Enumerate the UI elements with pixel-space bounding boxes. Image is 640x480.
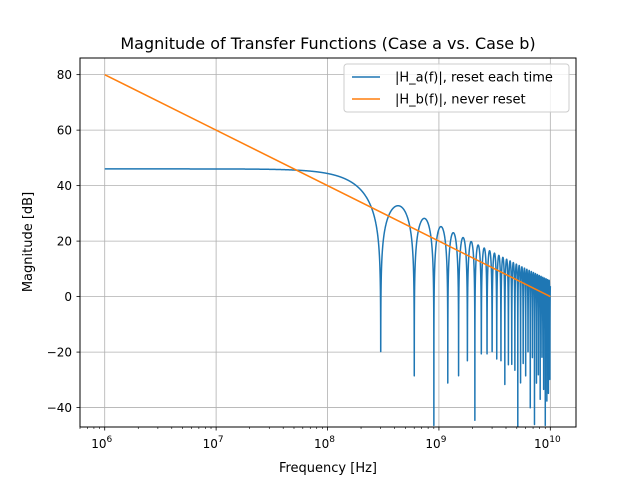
x-tick-label: 109 [425,435,446,451]
legend-label: |H_a(f)|, reset each time [395,71,553,86]
x-tick-base: 10 [534,437,549,451]
x-tick-exponent: 8 [329,435,335,445]
y-tick-label: 0 [64,290,72,304]
x-tick-base: 10 [203,437,218,451]
x-tick-base: 10 [314,437,329,451]
x-tick-base: 10 [425,437,440,451]
legend-label: |H_b(f)|, never reset [395,93,526,108]
x-tick-label: 108 [314,435,335,451]
x-tick-exponent: 9 [441,435,447,445]
y-tick-label: 20 [57,235,72,249]
x-tick-base: 10 [91,437,106,451]
y-tick-label: −20 [47,346,72,360]
x-tick-exponent: 6 [106,435,112,445]
x-tick-label: 106 [91,435,112,451]
y-axis-label: Magnitude [dB] [21,192,36,292]
chart-title: Magnitude of Transfer Functions (Case a … [120,34,535,53]
y-tick-label: 40 [57,179,72,193]
x-tick-label: 107 [203,435,224,451]
series-line-h-b [104,73,551,298]
gridlines [80,58,576,427]
x-tick-label: 1010 [534,435,561,451]
y-tick-label: −40 [47,401,72,415]
plot-frame [79,57,577,428]
legend: |H_a(f)|, reset each time |H_b(f)|, never… [343,63,570,113]
y-tick-label: 80 [57,68,72,82]
legend-box [343,63,570,113]
x-tick-exponent: 7 [218,435,224,445]
x-axis-label: Frequency [Hz] [279,461,377,476]
series-layer [104,73,552,427]
x-tick-exponent: 10 [549,435,561,445]
y-tick-label: 60 [57,124,72,138]
